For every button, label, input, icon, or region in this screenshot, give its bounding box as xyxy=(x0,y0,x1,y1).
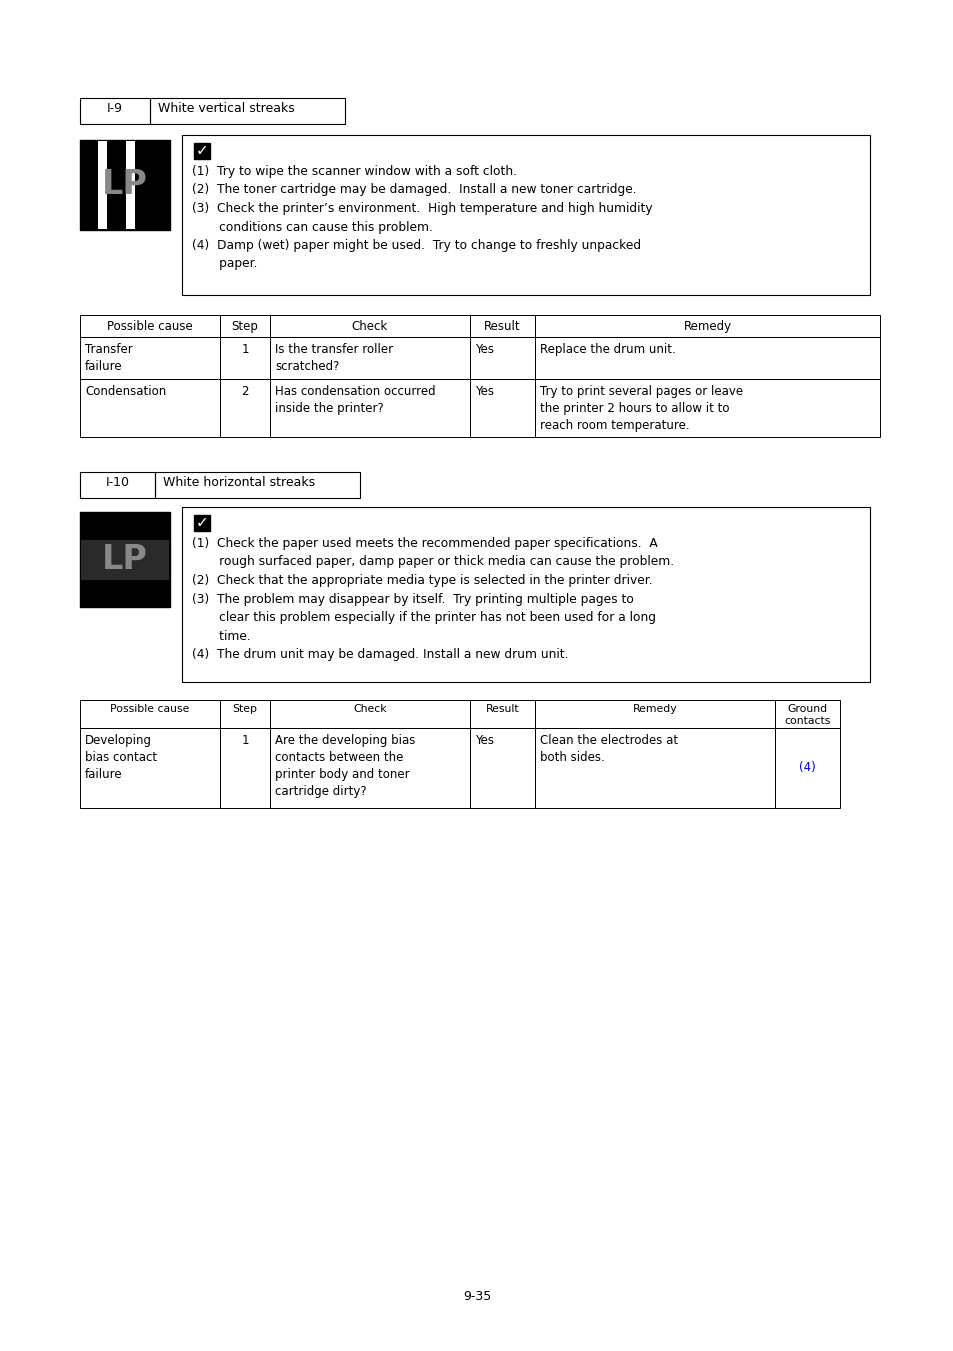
Bar xyxy=(774,700,840,728)
Bar xyxy=(535,336,879,380)
Text: Has condensation occurred
inside the printer?: Has condensation occurred inside the pri… xyxy=(274,385,436,415)
Bar xyxy=(270,315,470,336)
Bar xyxy=(470,315,535,336)
Bar xyxy=(182,507,869,682)
Bar xyxy=(80,99,150,124)
Bar xyxy=(535,315,879,336)
Bar xyxy=(80,512,170,607)
Text: Yes: Yes xyxy=(475,734,494,747)
Text: Possible cause: Possible cause xyxy=(111,704,190,713)
Text: LP: LP xyxy=(102,169,148,201)
Bar xyxy=(80,141,170,230)
Text: Try to print several pages or leave
the printer 2 hours to allow it to
reach roo: Try to print several pages or leave the … xyxy=(539,385,742,432)
Bar xyxy=(470,700,535,728)
Bar xyxy=(193,143,210,159)
Text: I-10: I-10 xyxy=(106,476,130,489)
Text: LP: LP xyxy=(102,543,148,576)
Bar xyxy=(535,700,774,728)
Bar xyxy=(470,380,535,436)
Text: I-9: I-9 xyxy=(107,101,123,115)
Bar xyxy=(220,700,270,728)
Bar xyxy=(220,336,270,380)
Bar xyxy=(535,728,774,808)
Text: Are the developing bias
contacts between the
printer body and toner
cartridge di: Are the developing bias contacts between… xyxy=(274,734,415,798)
Text: 2: 2 xyxy=(241,385,249,399)
Text: Yes: Yes xyxy=(475,385,494,399)
Text: 9-35: 9-35 xyxy=(462,1290,491,1302)
Bar xyxy=(154,471,359,499)
Bar xyxy=(98,141,107,230)
Text: Result: Result xyxy=(485,704,518,713)
Bar xyxy=(220,380,270,436)
Bar xyxy=(80,336,220,380)
Text: White vertical streaks: White vertical streaks xyxy=(158,101,294,115)
Bar xyxy=(193,515,210,531)
Text: Remedy: Remedy xyxy=(682,320,731,332)
Text: Step: Step xyxy=(233,704,257,713)
Bar xyxy=(220,728,270,808)
Text: Check: Check xyxy=(353,704,386,713)
Text: (4): (4) xyxy=(799,762,815,774)
Text: ✓: ✓ xyxy=(195,143,208,158)
Bar xyxy=(270,336,470,380)
Text: Clean the electrodes at
both sides.: Clean the electrodes at both sides. xyxy=(539,734,678,765)
Text: Transfer
failure: Transfer failure xyxy=(85,343,132,373)
Text: Condensation: Condensation xyxy=(85,385,166,399)
Bar xyxy=(80,380,220,436)
Bar xyxy=(535,380,879,436)
Bar xyxy=(270,700,470,728)
Text: Is the transfer roller
scratched?: Is the transfer roller scratched? xyxy=(274,343,393,373)
Text: Result: Result xyxy=(484,320,520,332)
Text: 1: 1 xyxy=(241,343,249,357)
Bar xyxy=(470,728,535,808)
Bar xyxy=(80,315,220,336)
Bar xyxy=(470,336,535,380)
Bar xyxy=(220,315,270,336)
Bar xyxy=(80,471,154,499)
Bar xyxy=(126,141,135,230)
Text: Step: Step xyxy=(232,320,258,332)
Bar xyxy=(270,728,470,808)
Text: White horizontal streaks: White horizontal streaks xyxy=(163,476,314,489)
Bar xyxy=(81,539,169,580)
Bar xyxy=(182,135,869,295)
Text: Replace the drum unit.: Replace the drum unit. xyxy=(539,343,675,357)
Bar xyxy=(81,513,169,534)
Bar xyxy=(80,700,220,728)
Bar xyxy=(150,99,345,124)
Bar xyxy=(81,586,169,607)
Text: (1)  Check the paper used meets the recommended paper specifications.  A
       : (1) Check the paper used meets the recom… xyxy=(192,536,674,661)
Text: Ground
contacts: Ground contacts xyxy=(783,704,830,727)
Bar xyxy=(80,728,220,808)
Text: Developing
bias contact
failure: Developing bias contact failure xyxy=(85,734,157,781)
Bar xyxy=(270,380,470,436)
Text: (1)  Try to wipe the scanner window with a soft cloth.
(2)  The toner cartridge : (1) Try to wipe the scanner window with … xyxy=(192,165,652,270)
Text: 1: 1 xyxy=(241,734,249,747)
Text: Check: Check xyxy=(352,320,388,332)
Text: Yes: Yes xyxy=(475,343,494,357)
Bar xyxy=(774,728,840,808)
Text: Remedy: Remedy xyxy=(632,704,677,713)
Text: ✓: ✓ xyxy=(195,516,208,531)
Text: Possible cause: Possible cause xyxy=(107,320,193,332)
